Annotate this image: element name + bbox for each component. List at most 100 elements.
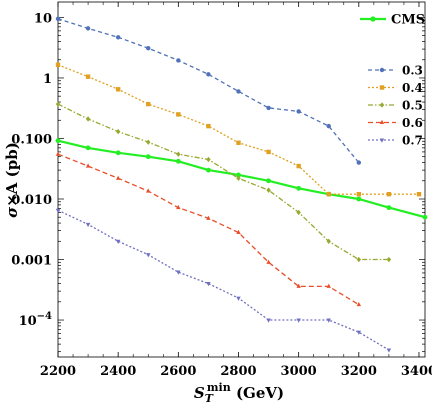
- data-point: [146, 101, 151, 107]
- y-tick-label: 0.010: [11, 193, 52, 208]
- data-point: [379, 102, 385, 108]
- data-point: [416, 192, 422, 197]
- data-point: [326, 238, 331, 244]
- data-point: [356, 301, 362, 307]
- data-point: [379, 119, 385, 125]
- data-point: [206, 156, 211, 163]
- y-tick-label: 1: [43, 72, 52, 87]
- legend-label: 0.7: [402, 134, 423, 148]
- data-point: [356, 196, 362, 202]
- data-point: [55, 138, 61, 144]
- series-markers: [55, 16, 428, 353]
- data-point: [146, 188, 151, 193]
- series-line-0-5: [57, 103, 389, 261]
- data-point: [266, 259, 271, 264]
- data-point: [206, 123, 211, 129]
- data-point: [236, 172, 241, 178]
- y-tick-label: 10: [34, 11, 52, 26]
- data-point: [176, 112, 181, 117]
- x-tick-label: 2200: [40, 364, 76, 379]
- data-point: [326, 192, 331, 197]
- series-line-0-3: [57, 18, 360, 164]
- data-point: [356, 330, 362, 335]
- x-tick-label: 2400: [100, 364, 136, 379]
- series-lines: [57, 18, 426, 351]
- data-point: [326, 318, 331, 323]
- x-tick-label: 2800: [220, 364, 256, 379]
- data-point: [85, 145, 91, 151]
- data-point: [266, 105, 271, 111]
- data-point: [266, 178, 271, 184]
- legend-label: 0.6: [402, 116, 423, 130]
- data-point: [206, 215, 211, 220]
- data-point: [236, 175, 241, 181]
- data-point: [115, 175, 121, 180]
- data-point: [379, 67, 385, 73]
- data-point: [236, 140, 241, 145]
- data-point: [206, 72, 211, 77]
- data-point: [85, 163, 91, 168]
- data-point: [115, 35, 121, 40]
- y-tick-label: 0.100: [11, 132, 52, 147]
- data-point: [236, 229, 241, 234]
- plot-frame: [57, 1, 426, 358]
- data-point: [379, 85, 385, 90]
- data-point: [146, 253, 151, 258]
- data-point: [296, 318, 301, 323]
- y-tick-label: 0.001: [11, 254, 52, 269]
- x-tick-label: 3400: [401, 364, 432, 379]
- data-point: [370, 16, 376, 22]
- data-point: [266, 187, 271, 193]
- data-point: [379, 138, 385, 143]
- data-point: [115, 239, 121, 244]
- data-point: [115, 87, 121, 92]
- data-point: [326, 123, 331, 129]
- data-point: [115, 128, 121, 135]
- data-point: [55, 151, 61, 156]
- axis-ticks: 2200 2400 2600 2800 3000 3200 3400 10 1 0.100 0.01…: [11, 2, 432, 379]
- data-point: [296, 109, 301, 114]
- legend-label-cms: CMS: [391, 13, 425, 28]
- legend-label: 0.4: [402, 81, 423, 95]
- data-point: [356, 256, 362, 263]
- data-point: [296, 283, 301, 288]
- data-point: [176, 58, 181, 63]
- data-point: [176, 151, 181, 157]
- data-point: [176, 204, 181, 210]
- data-point: [55, 208, 61, 214]
- legend-label: 0.3: [402, 64, 423, 78]
- data-point: [236, 89, 241, 94]
- data-point: [326, 283, 331, 288]
- data-point: [296, 209, 301, 216]
- data-point: [145, 154, 151, 160]
- data-point: [85, 26, 91, 31]
- data-point: [85, 74, 91, 79]
- data-point: [55, 16, 61, 21]
- data-point: [386, 256, 392, 263]
- data-point: [55, 101, 61, 107]
- series-line-0-7: [57, 209, 390, 351]
- data-point: [356, 160, 362, 165]
- data-point: [296, 163, 301, 169]
- x-tick-label: 3200: [341, 364, 377, 379]
- data-point: [356, 192, 362, 197]
- x-tick-label: 3000: [281, 364, 317, 379]
- legend: CMS 0.3 0.4 0.5 0.6 0.7: [360, 13, 425, 148]
- data-point: [422, 214, 428, 220]
- x-axis-title: STmin (GeV): [194, 381, 284, 405]
- legend-label: 0.5: [402, 99, 423, 113]
- data-point: [176, 270, 181, 275]
- x-tick-label: 2600: [160, 364, 196, 379]
- data-point: [175, 158, 181, 164]
- data-point: [386, 348, 392, 353]
- data-point: [266, 318, 271, 323]
- data-point: [85, 116, 91, 122]
- data-point: [386, 205, 392, 211]
- data-point: [55, 62, 61, 68]
- data-point: [206, 167, 211, 173]
- data-point: [206, 282, 211, 287]
- y-tick-label: 10−4: [19, 311, 52, 329]
- data-point: [115, 150, 121, 156]
- data-point: [386, 192, 392, 197]
